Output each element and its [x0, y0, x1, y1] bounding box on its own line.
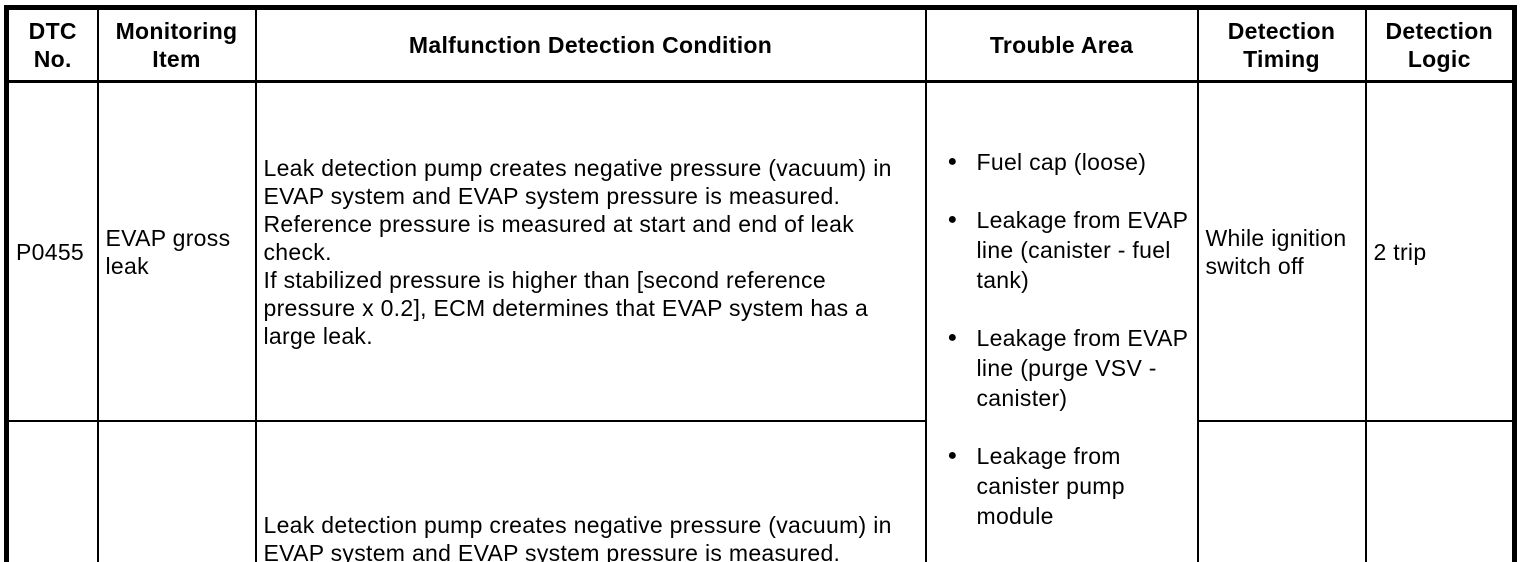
trouble-area-item: ● Leakage from EVAP line (purge VSV - ca…: [931, 323, 1195, 413]
trouble-area-item: ● Leakage from canister pump module: [931, 441, 1195, 531]
header-monitoring-item: Monitoring Item: [96, 6, 257, 83]
trouble-area-list: ● Fuel cap (loose) ● Leakage from EVAP l…: [931, 119, 1195, 562]
detection-timing-cell: While ignition switch off: [1196, 80, 1367, 423]
dtc-table: DTC No. Monitoring Item Malfunction Dete…: [4, 5, 1517, 562]
table-row-p0456: P0456 EVAP small leak Leak detection pum…: [5, 420, 1516, 562]
bullet-icon: ●: [947, 211, 958, 228]
header-dtc-no: DTC No.: [5, 6, 99, 83]
dtc-no-cell: P0456: [5, 420, 99, 562]
bullet-icon: ●: [947, 447, 958, 464]
trouble-area-item-label: Fuel cap (loose): [976, 149, 1147, 175]
bullet-icon: ●: [947, 329, 958, 346]
dtc-no-cell: P0455: [5, 80, 99, 423]
trouble-area-item: ● Leakage from EVAP line (canister - fue…: [931, 205, 1195, 295]
trouble-area-item: ● Fuel cap (loose): [931, 147, 1195, 177]
bullet-icon: ●: [947, 153, 958, 170]
header-malfunction-detection-condition: Malfunction Detection Condition: [254, 6, 927, 83]
monitoring-item-cell: EVAP small leak: [96, 420, 257, 562]
detection-logic-cell: 2 trip: [1364, 420, 1516, 562]
trouble-area-item-label: Leakage from canister pump module: [976, 443, 1125, 529]
detection-logic-cell: 2 trip: [1364, 80, 1516, 423]
header-row: DTC No. Monitoring Item Malfunction Dete…: [5, 6, 1516, 83]
trouble-area-item-label: Leakage from EVAP line (canister - fuel …: [976, 207, 1188, 293]
header-detection-timing: Detection Timing: [1196, 6, 1367, 83]
header-trouble-area: Trouble Area: [924, 6, 1199, 83]
table-row-p0455: P0455 EVAP gross leak Leak detection pum…: [5, 80, 1516, 562]
detection-timing-cell: While ignition switch off: [1196, 420, 1367, 562]
trouble-area-cell: ● Fuel cap (loose) ● Leakage from EVAP l…: [924, 80, 1199, 562]
monitoring-item-cell: EVAP gross leak: [96, 80, 257, 423]
malfunction-condition-cell: Leak detection pump creates negative pre…: [254, 420, 927, 562]
header-detection-logic: Detection Logic: [1364, 6, 1516, 83]
malfunction-condition-cell: Leak detection pump creates negative pre…: [254, 80, 927, 423]
trouble-area-item-label: Leakage from EVAP line (purge VSV - cani…: [976, 325, 1188, 411]
